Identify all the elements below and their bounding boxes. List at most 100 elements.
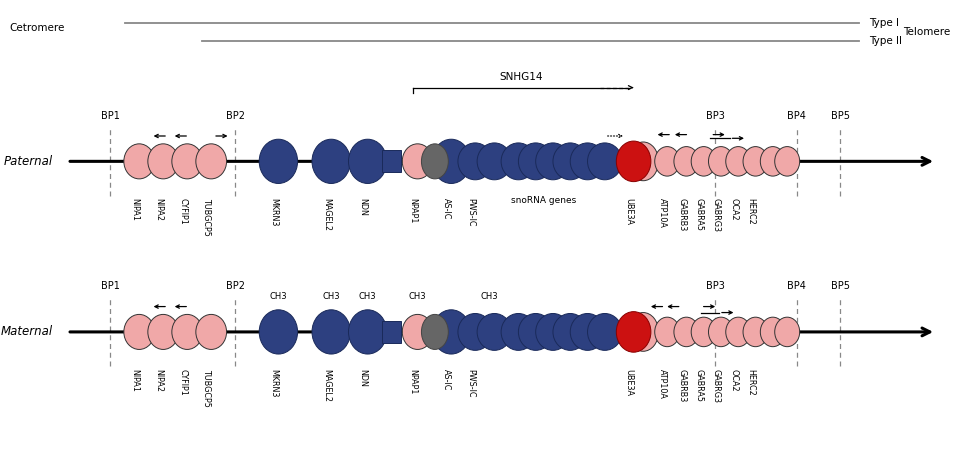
Text: NPAP1: NPAP1 <box>409 369 418 394</box>
Ellipse shape <box>553 143 588 180</box>
Ellipse shape <box>655 147 680 176</box>
Text: GABRA5: GABRA5 <box>695 198 704 231</box>
Text: GABRB3: GABRB3 <box>678 369 686 402</box>
Text: Telomere: Telomere <box>902 27 950 37</box>
Text: UBE3A: UBE3A <box>625 198 634 225</box>
Ellipse shape <box>432 139 470 183</box>
Ellipse shape <box>402 314 433 349</box>
Text: CH3: CH3 <box>270 291 287 301</box>
Ellipse shape <box>674 147 699 176</box>
Text: NDN: NDN <box>359 198 368 216</box>
Text: Type II: Type II <box>869 36 901 47</box>
Text: Type I: Type I <box>869 18 899 28</box>
Text: SNHG14: SNHG14 <box>499 72 542 82</box>
Ellipse shape <box>312 310 350 354</box>
Ellipse shape <box>570 143 605 180</box>
Ellipse shape <box>312 139 350 183</box>
Text: CH3: CH3 <box>359 291 376 301</box>
Ellipse shape <box>628 142 659 181</box>
Ellipse shape <box>421 314 448 349</box>
Text: BP1: BP1 <box>101 111 120 121</box>
Ellipse shape <box>477 143 512 180</box>
Ellipse shape <box>196 314 227 349</box>
Text: BP2: BP2 <box>226 111 245 121</box>
Text: MKRN3: MKRN3 <box>270 198 278 227</box>
Text: ATP10A: ATP10A <box>659 369 667 399</box>
Ellipse shape <box>588 313 622 350</box>
Ellipse shape <box>760 317 785 347</box>
Text: PWS-IC: PWS-IC <box>467 198 475 227</box>
Ellipse shape <box>432 310 470 354</box>
Ellipse shape <box>570 313 605 350</box>
Text: MKRN3: MKRN3 <box>270 369 278 397</box>
Text: BP2: BP2 <box>226 281 245 291</box>
Text: AS-IC: AS-IC <box>443 369 451 390</box>
Text: Cetromere: Cetromere <box>10 23 65 33</box>
Text: NIPA2: NIPA2 <box>155 198 163 221</box>
Ellipse shape <box>726 317 751 347</box>
Text: CH3: CH3 <box>409 291 426 301</box>
Ellipse shape <box>708 147 733 176</box>
Bar <box>619 150 638 172</box>
Text: BP5: BP5 <box>830 111 850 121</box>
Ellipse shape <box>518 313 553 350</box>
Ellipse shape <box>760 147 785 176</box>
Ellipse shape <box>691 317 716 347</box>
Text: CH3: CH3 <box>481 291 498 301</box>
Ellipse shape <box>708 317 733 347</box>
Text: BP5: BP5 <box>830 281 850 291</box>
Bar <box>619 321 638 343</box>
Ellipse shape <box>588 143 622 180</box>
Text: HERC2: HERC2 <box>747 369 756 396</box>
Ellipse shape <box>501 313 536 350</box>
Text: ATP10A: ATP10A <box>659 198 667 228</box>
Ellipse shape <box>691 147 716 176</box>
Ellipse shape <box>196 144 227 179</box>
Text: NDN: NDN <box>359 369 368 387</box>
Text: BP3: BP3 <box>706 111 725 121</box>
Text: OCA2: OCA2 <box>730 198 738 221</box>
Ellipse shape <box>402 144 433 179</box>
Ellipse shape <box>124 314 155 349</box>
Ellipse shape <box>743 147 768 176</box>
Text: CYFIP1: CYFIP1 <box>179 198 187 225</box>
Ellipse shape <box>124 144 155 179</box>
Ellipse shape <box>348 310 387 354</box>
Ellipse shape <box>501 143 536 180</box>
Ellipse shape <box>536 313 570 350</box>
Text: NPAP1: NPAP1 <box>409 198 418 224</box>
Text: NIPA2: NIPA2 <box>155 369 163 392</box>
Text: AS-IC: AS-IC <box>443 198 451 219</box>
Ellipse shape <box>553 313 588 350</box>
Ellipse shape <box>458 313 492 350</box>
Text: CH3: CH3 <box>323 291 340 301</box>
Ellipse shape <box>775 147 800 176</box>
Ellipse shape <box>458 143 492 180</box>
Ellipse shape <box>775 317 800 347</box>
Text: Maternal: Maternal <box>1 325 53 338</box>
Ellipse shape <box>348 139 387 183</box>
Ellipse shape <box>536 143 570 180</box>
Ellipse shape <box>172 314 203 349</box>
Text: GABRB3: GABRB3 <box>678 198 686 231</box>
Text: NIPA1: NIPA1 <box>131 198 139 221</box>
Text: NIPA1: NIPA1 <box>131 369 139 392</box>
Ellipse shape <box>743 317 768 347</box>
Ellipse shape <box>655 317 680 347</box>
Text: Paternal: Paternal <box>4 155 53 168</box>
Ellipse shape <box>148 144 179 179</box>
Text: BP4: BP4 <box>787 111 806 121</box>
Ellipse shape <box>259 310 298 354</box>
Text: HERC2: HERC2 <box>747 198 756 225</box>
Text: MAGEL2: MAGEL2 <box>323 198 331 231</box>
Ellipse shape <box>172 144 203 179</box>
Text: GABRA5: GABRA5 <box>695 369 704 402</box>
Text: CYFIP1: CYFIP1 <box>179 369 187 396</box>
Text: TUBGCP5: TUBGCP5 <box>203 369 211 407</box>
Ellipse shape <box>477 313 512 350</box>
Ellipse shape <box>726 147 751 176</box>
Text: BP3: BP3 <box>706 281 725 291</box>
Text: PWS-IC: PWS-IC <box>467 369 475 397</box>
Text: snoRNA genes: snoRNA genes <box>511 196 576 205</box>
Text: UBE3A: UBE3A <box>625 369 634 396</box>
